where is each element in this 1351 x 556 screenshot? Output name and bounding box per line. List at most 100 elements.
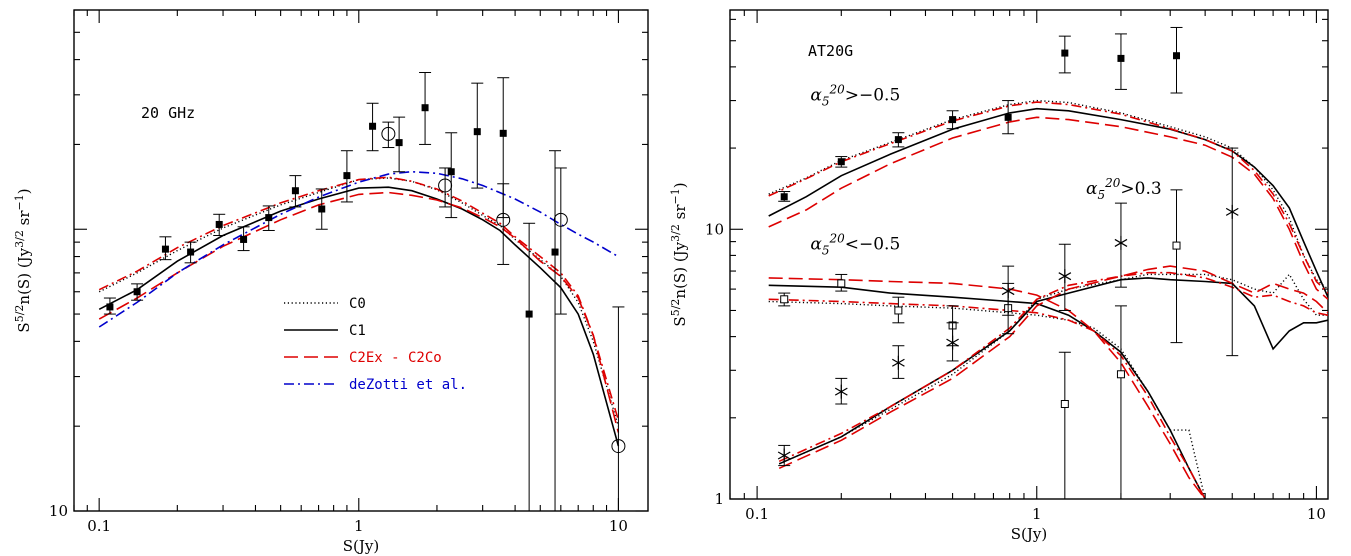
data-point-open [1116, 370, 1125, 379]
y-axis-label-part: −1 [13, 194, 26, 210]
plot-frame [73, 9, 649, 512]
group-label-sub: 5 [822, 244, 830, 258]
data-point-filled [395, 139, 403, 147]
y-axis-label-part: ) [15, 188, 33, 194]
data-point-filled [473, 128, 481, 136]
data-point-filled [499, 129, 507, 137]
plot-area [98, 72, 626, 511]
data-point-open [553, 212, 568, 227]
data-point-filled [291, 187, 299, 195]
x-tick-label: 10 [1307, 505, 1326, 523]
series-line [778, 273, 1328, 465]
data-point-filled [894, 136, 902, 144]
y-axis-label-part: ) [671, 182, 689, 188]
data-point-filled [343, 172, 351, 180]
data-point-filled [551, 248, 559, 256]
series-line [768, 107, 1328, 298]
group-label: α520>0.3 [1086, 176, 1162, 202]
series-line [768, 101, 1328, 294]
legend-label: C0 [349, 296, 366, 312]
data-point-star [1225, 207, 1239, 216]
series-line [768, 116, 1328, 300]
data-point-filled [106, 303, 114, 311]
data-point-filled [1173, 52, 1181, 60]
y-axis-label-part: 3/2 [669, 224, 682, 242]
y-axis-label-part: S [15, 322, 33, 332]
series-line [768, 298, 1206, 499]
data-point-open [837, 279, 846, 288]
series-line [98, 186, 620, 447]
group-label-sym: α [1086, 179, 1098, 199]
x-tick-label: 0.1 [87, 517, 111, 535]
group-label-sup: 20 [828, 232, 845, 246]
x-tick-label: 1 [354, 517, 364, 535]
y-tick-label: 1 [714, 490, 724, 508]
x-axis-label: S(Jy) [1011, 525, 1047, 543]
data-point-star [946, 338, 959, 347]
y-tick-label: 10 [705, 220, 724, 238]
data-point-star [777, 451, 791, 460]
plot-area [768, 26, 1328, 499]
data-point-filled [318, 205, 326, 213]
group-label-cond: <−0.5 [845, 235, 901, 255]
data-point-filled [1117, 54, 1125, 62]
data-point-open [1060, 400, 1069, 409]
series-line [768, 300, 1206, 499]
data-point-filled [161, 245, 169, 253]
data-point-open [381, 126, 396, 141]
data-point-filled [240, 235, 248, 243]
data-point-star [1001, 287, 1015, 296]
y-axis-label: S5/2n(S) (Jy3/2 sr−1) [669, 182, 689, 326]
x-tick-label: 0.1 [745, 505, 769, 523]
data-point-filled [265, 214, 273, 222]
group-label-sup: 20 [1104, 176, 1121, 190]
plot-frame [729, 9, 1329, 500]
group-label-sup: 20 [828, 83, 845, 97]
y-axis-label-part: 5/2 [13, 305, 26, 323]
group-label-sub: 5 [822, 95, 830, 109]
data-point-star [892, 358, 905, 367]
data-point-filled [1004, 113, 1012, 121]
series-line [98, 170, 619, 328]
y-axis-label-part: S [671, 316, 689, 326]
data-point-filled [215, 220, 223, 228]
y-axis-label-part: −1 [669, 188, 682, 204]
data-point-filled [525, 310, 533, 318]
legend-label: C1 [349, 323, 366, 339]
group-label: α520>−0.5 [810, 83, 900, 109]
x-tick-label: 1 [1032, 505, 1042, 523]
data-point-open [780, 295, 789, 304]
data-point-filled [187, 248, 195, 256]
series-line [778, 277, 1328, 465]
group-label-sym: α [810, 235, 822, 255]
legend: C0 C1 C2Ex - C2Co deZotti et al. [284, 296, 467, 393]
series-line [778, 271, 1328, 463]
x-axis-label: S(Jy) [343, 537, 379, 555]
panel-annotation: AT20G [808, 42, 853, 60]
x-tick-label: 10 [609, 517, 628, 535]
group-label-cond: >0.3 [1120, 179, 1161, 199]
data-point-open [1172, 241, 1181, 250]
data-point-filled [1061, 49, 1069, 57]
series-line [98, 191, 620, 433]
y-axis-label-part: n(S) (Jy [15, 247, 33, 304]
data-point-open [611, 439, 626, 454]
legend-label: C2Ex - C2Co [349, 350, 442, 366]
y-axis-label-part: sr [671, 204, 689, 224]
data-point-star [1114, 238, 1128, 247]
series-line [778, 265, 1328, 470]
group-label-sub: 5 [1097, 188, 1105, 202]
data-point-star [1058, 272, 1072, 281]
y-axis-label-part: n(S) (Jy [671, 241, 689, 298]
series-line [768, 277, 1206, 499]
data-point-open [894, 306, 903, 315]
y-axis-label: S5/2n(S) (Jy3/2 sr−1) [13, 188, 33, 332]
data-point-filled [780, 193, 788, 201]
y-tick-label: 10 [49, 502, 68, 520]
data-point-filled [133, 288, 141, 296]
group-label-cond: >−0.5 [845, 86, 901, 106]
panel-2: 0.1 1 10 1 10 S(Jy) S5/2n(S) (Jy3/2 sr−1) AT20G… [669, 9, 1329, 543]
data-point-filled [369, 122, 377, 130]
panel-1: 0.1 1 10 10 S(Jy) S5/2n(S) (Jy3/2 sr−1) 20 GHz… [13, 9, 649, 555]
